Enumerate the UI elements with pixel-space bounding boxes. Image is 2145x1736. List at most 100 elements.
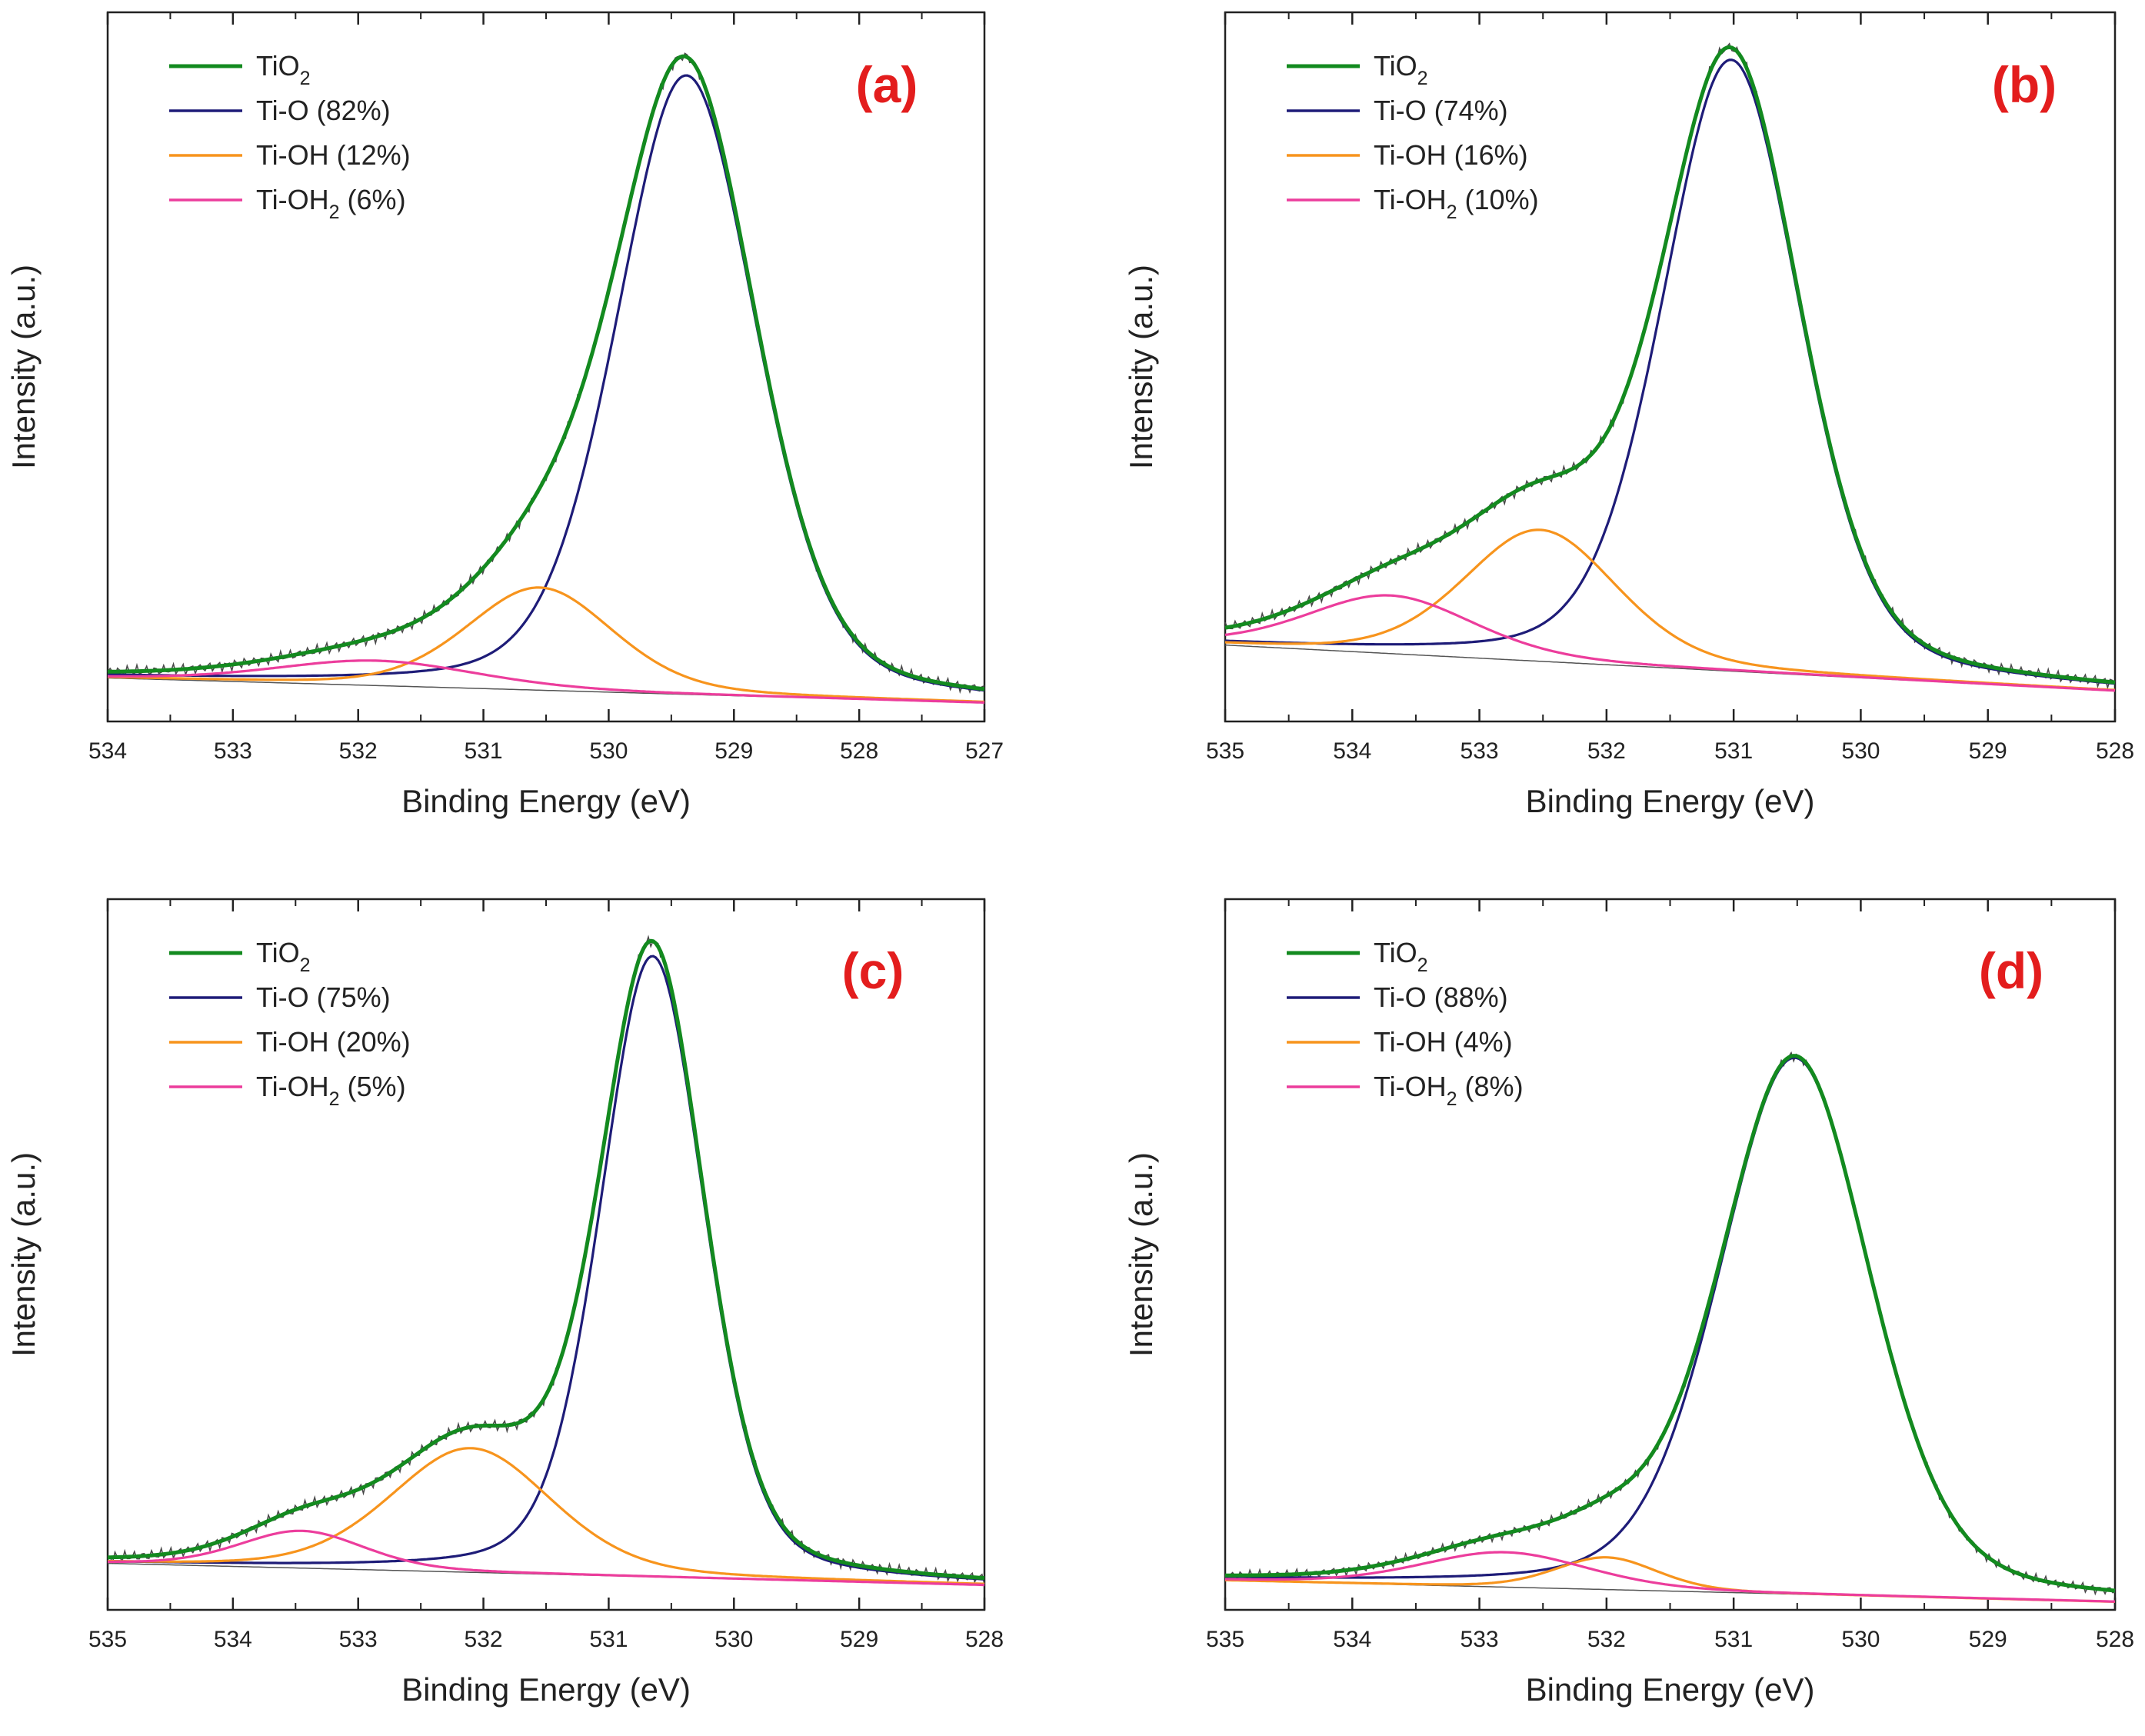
panel-label: (c) bbox=[842, 942, 904, 999]
legend-label-base: Ti-OH bbox=[256, 184, 329, 215]
panel-label: (a) bbox=[856, 56, 918, 113]
legend-label-tio2: TiO2 bbox=[1374, 937, 1428, 976]
x-tick-label: 530 bbox=[714, 1627, 753, 1652]
x-tick-label: 532 bbox=[1587, 738, 1626, 764]
y-axis-title: Intensity (a.u.) bbox=[1123, 265, 1159, 469]
x-tick-label: 531 bbox=[589, 1627, 628, 1652]
legend-label-subscript: 2 bbox=[329, 202, 340, 223]
tio2-envelope-line bbox=[1224, 45, 2116, 685]
x-tick-label: 533 bbox=[1461, 1627, 1499, 1652]
y-axis-title: Intensity (a.u.) bbox=[5, 1152, 42, 1357]
legend-label-subscript: 2 bbox=[329, 1088, 340, 1110]
chart-panel-b: 535 534 533 532 531 530 529 528 Binding Energy (… bbox=[1123, 11, 2134, 819]
legend-label-base: Ti-O (88%) bbox=[1374, 981, 1508, 1013]
legend-label-ti-oh2: Ti-OH2 (5%) bbox=[256, 1071, 406, 1110]
legend-label-rest: (6%) bbox=[340, 184, 406, 215]
legend-label-base: TiO bbox=[1374, 937, 1417, 968]
legend-label-base: TiO bbox=[256, 937, 300, 968]
legend-label-tio2: TiO2 bbox=[256, 50, 311, 89]
legend-label-base: TiO bbox=[256, 50, 300, 82]
x-tick-label: 533 bbox=[1461, 738, 1499, 764]
legend-label-subscript: 2 bbox=[300, 68, 311, 89]
legend-label-subscript: 2 bbox=[1417, 955, 1428, 976]
x-tick-label: 534 bbox=[1333, 738, 1371, 764]
x-tick-label: 534 bbox=[1333, 1627, 1371, 1652]
legend-label-ti-o: Ti-O (88%) bbox=[1374, 981, 1508, 1013]
legend-label-tio2: TiO2 bbox=[256, 937, 311, 976]
legend-label-ti-oh: Ti-OH (16%) bbox=[1374, 139, 1528, 171]
legend-label-base: Ti-O (74%) bbox=[1374, 95, 1508, 126]
legend-label-base: Ti-OH (4%) bbox=[1374, 1026, 1513, 1058]
x-tick-label: 534 bbox=[214, 1627, 252, 1652]
legend-label-rest: (10%) bbox=[1457, 184, 1539, 215]
chart-panel-d: 535 534 533 532 531 530 529 528 Binding Energy (… bbox=[1123, 898, 2134, 1708]
x-tick-label: 531 bbox=[1714, 1627, 1753, 1652]
legend-label-base: Ti-OH (12%) bbox=[256, 139, 411, 171]
ti-oh2-component-line bbox=[1224, 594, 2116, 692]
tio2-envelope-line bbox=[108, 938, 985, 1581]
legend-label-ti-o: Ti-O (82%) bbox=[256, 95, 391, 126]
x-tick-label: 532 bbox=[1587, 1627, 1626, 1652]
y-axis-title: Intensity (a.u.) bbox=[1123, 1152, 1159, 1357]
x-tick-label: 527 bbox=[965, 738, 1004, 764]
legend-label-ti-oh: Ti-OH (20%) bbox=[256, 1026, 411, 1058]
x-axis-title: Binding Energy (eV) bbox=[1526, 783, 1815, 819]
legend-label-tio2: TiO2 bbox=[1374, 50, 1428, 89]
ti-oh2-component-line bbox=[107, 659, 985, 704]
ti-o-component-line bbox=[107, 955, 985, 1581]
panel-label: (d) bbox=[1979, 942, 2043, 999]
x-tick-label: 529 bbox=[1969, 738, 2007, 764]
legend-label-base: Ti-OH bbox=[1374, 184, 1447, 215]
x-tick-label: 533 bbox=[214, 738, 252, 764]
x-tick-label: 529 bbox=[1969, 1627, 2007, 1652]
x-axis-title: Binding Energy (eV) bbox=[401, 783, 691, 819]
tio2-envelope-line bbox=[108, 54, 985, 691]
legend-label-ti-oh: Ti-OH (4%) bbox=[1374, 1026, 1513, 1058]
legend-label-rest: (8%) bbox=[1457, 1071, 1524, 1102]
panel-label: (b) bbox=[1992, 56, 2057, 113]
x-axis-title: Binding Energy (eV) bbox=[401, 1671, 691, 1708]
ti-oh-component-line bbox=[108, 1447, 985, 1585]
legend-label-base: Ti-OH bbox=[256, 1071, 329, 1102]
x-tick-label: 528 bbox=[840, 738, 878, 764]
legend-label-ti-oh: Ti-OH (12%) bbox=[256, 139, 411, 171]
x-tick-label: 533 bbox=[339, 1627, 378, 1652]
legend-label-ti-oh2: Ti-OH2 (6%) bbox=[256, 184, 406, 223]
x-tick-label: 535 bbox=[88, 1627, 127, 1652]
x-tick-label: 529 bbox=[714, 738, 753, 764]
x-axis-title: Binding Energy (eV) bbox=[1526, 1671, 1815, 1708]
legend-label-base: Ti-OH bbox=[1374, 1071, 1447, 1102]
x-tick-label: 528 bbox=[2096, 738, 2134, 764]
legend-label-base: TiO bbox=[1374, 50, 1417, 82]
x-tick-label: 530 bbox=[1841, 1627, 1880, 1652]
legend-label-base: Ti-O (75%) bbox=[256, 981, 391, 1013]
legend-label-subscript: 2 bbox=[300, 955, 311, 976]
ti-oh2-component-line bbox=[108, 1529, 985, 1587]
legend-label-rest: (5%) bbox=[340, 1071, 406, 1102]
x-tick-label: 532 bbox=[465, 1627, 503, 1652]
x-tick-label: 529 bbox=[840, 1627, 878, 1652]
legend-label-ti-oh2: Ti-OH2 (10%) bbox=[1374, 184, 1539, 223]
legend-label-base: Ti-OH (20%) bbox=[256, 1026, 411, 1058]
legend-label-base: Ti-O (82%) bbox=[256, 95, 391, 126]
chart-panel-c: 535 534 533 532 531 530 529 528 Binding Energy (… bbox=[5, 898, 1004, 1708]
x-tick-label: 528 bbox=[2096, 1627, 2134, 1652]
tio2-envelope-line bbox=[1225, 1054, 2116, 1593]
legend-label-base: Ti-OH (16%) bbox=[1374, 139, 1528, 171]
legend-label-ti-o: Ti-O (74%) bbox=[1374, 95, 1508, 126]
x-tick-label: 528 bbox=[965, 1627, 1004, 1652]
x-tick-label: 535 bbox=[1206, 1627, 1244, 1652]
x-tick-label: 535 bbox=[1206, 738, 1244, 764]
x-tick-label: 530 bbox=[1841, 738, 1880, 764]
x-tick-label: 530 bbox=[589, 738, 628, 764]
ti-o-component-line bbox=[1224, 58, 2116, 685]
x-tick-label: 532 bbox=[339, 738, 378, 764]
legend-label-subscript: 2 bbox=[1447, 1088, 1457, 1110]
legend-label-subscript: 2 bbox=[1447, 202, 1457, 223]
legend-label-subscript: 2 bbox=[1417, 68, 1428, 89]
chart-panel-a: 534 533 532 531 530 529 528 527 Binding Energy (… bbox=[5, 11, 1004, 819]
legend-label-ti-o: Ti-O (75%) bbox=[256, 981, 391, 1013]
x-tick-label: 531 bbox=[1714, 738, 1753, 764]
